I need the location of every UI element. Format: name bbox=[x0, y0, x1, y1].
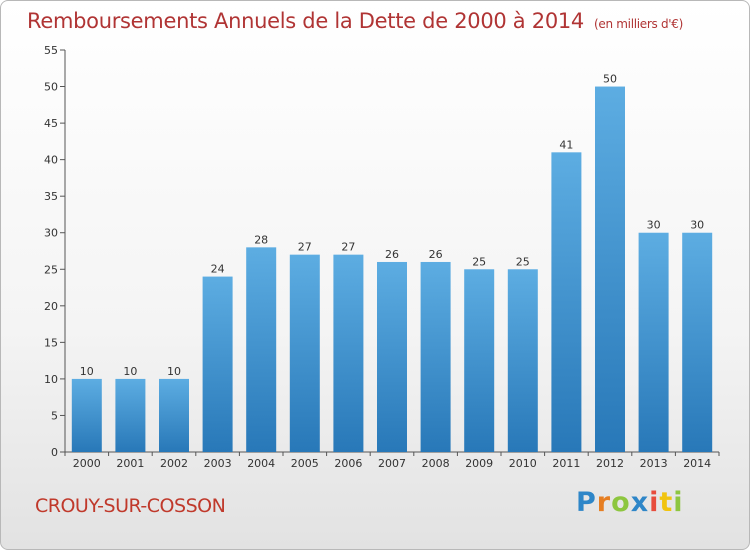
value-label: 24 bbox=[211, 263, 225, 276]
y-tick-label: 40 bbox=[44, 154, 58, 167]
chart-unit: (en milliers d'€) bbox=[594, 17, 684, 31]
y-tick-label: 5 bbox=[51, 409, 58, 422]
value-label: 25 bbox=[472, 255, 486, 268]
logo-letter: P bbox=[576, 487, 597, 518]
bar-2012 bbox=[595, 86, 625, 452]
x-tick-label: 2003 bbox=[204, 457, 232, 470]
x-tick-label: 2006 bbox=[334, 457, 362, 470]
x-tick-label: 2002 bbox=[160, 457, 188, 470]
x-tick-label: 2011 bbox=[552, 457, 580, 470]
y-tick-label: 50 bbox=[44, 81, 58, 94]
y-tick-label: 25 bbox=[44, 263, 58, 276]
bar-2004 bbox=[246, 247, 277, 452]
y-tick-label: 0 bbox=[51, 446, 58, 459]
bar-2007 bbox=[377, 261, 407, 452]
y-tick-label: 35 bbox=[44, 190, 58, 203]
chart-title-text: Remboursements Annuels de la Dette de 20… bbox=[27, 9, 584, 33]
x-tick-label: 2010 bbox=[509, 457, 537, 470]
value-label: 27 bbox=[341, 241, 355, 254]
y-tick-label: 30 bbox=[44, 227, 58, 240]
bar-2013 bbox=[638, 232, 669, 452]
value-label: 27 bbox=[298, 241, 312, 254]
value-label: 26 bbox=[429, 248, 443, 261]
value-label: 41 bbox=[559, 138, 573, 151]
bar-2003 bbox=[202, 276, 233, 452]
value-label: 10 bbox=[80, 365, 94, 378]
logo-letter: r bbox=[596, 487, 612, 518]
value-label: 10 bbox=[167, 365, 181, 378]
logo-letter: i bbox=[649, 487, 660, 518]
x-tick-label: 2005 bbox=[291, 457, 319, 470]
bars bbox=[71, 86, 713, 452]
bar-2002 bbox=[159, 378, 189, 452]
y-tick-label: 20 bbox=[44, 300, 58, 313]
x-tick-label: 2004 bbox=[247, 457, 275, 470]
x-tick-label: 2007 bbox=[378, 457, 406, 470]
bar-2014 bbox=[682, 232, 713, 452]
bar-2009 bbox=[464, 269, 495, 452]
bar-2005 bbox=[289, 254, 320, 452]
x-tick-label: 2014 bbox=[683, 457, 711, 470]
x-tick-label: 2013 bbox=[640, 457, 668, 470]
bar-2011 bbox=[551, 152, 582, 452]
value-label: 26 bbox=[385, 248, 399, 261]
value-label: 28 bbox=[254, 233, 268, 246]
value-labels: 10 10 10 24 28 27 27 26 26 25 25 41 50 30 30 bbox=[80, 73, 704, 378]
axes: 0 5 10 15 20 25 30 35 40 45 50 55 2000 2001 2002 2003 20… bbox=[44, 44, 720, 470]
value-label: 30 bbox=[690, 219, 704, 232]
proxiti-logo: Proxiti bbox=[576, 487, 684, 518]
x-tick-label: 2009 bbox=[465, 457, 493, 470]
bar-2001 bbox=[115, 378, 146, 452]
y-tick-label: 10 bbox=[44, 373, 58, 386]
value-label: 25 bbox=[516, 255, 530, 268]
bar-2008 bbox=[420, 261, 451, 452]
logo-letter: t bbox=[659, 487, 674, 518]
bar-2000 bbox=[71, 378, 102, 452]
bar-2010 bbox=[507, 269, 538, 452]
value-label: 10 bbox=[123, 365, 137, 378]
x-tick-label: 2001 bbox=[116, 457, 144, 470]
chart-title: Remboursements Annuels de la Dette de 20… bbox=[27, 9, 683, 33]
bar-2006 bbox=[333, 254, 364, 452]
logo-letter: o bbox=[611, 487, 631, 518]
logo-letter: x bbox=[630, 487, 650, 518]
commune-name: CROUY-SUR-COSSON bbox=[35, 495, 226, 517]
y-tick-label: 55 bbox=[44, 44, 58, 57]
y-tick-label: 45 bbox=[44, 117, 58, 130]
x-tick-label: 2000 bbox=[73, 457, 101, 470]
x-tick-label: 2012 bbox=[596, 457, 624, 470]
y-tick-label: 15 bbox=[44, 336, 58, 349]
logo-letter: i bbox=[673, 487, 684, 518]
x-tick-label: 2008 bbox=[422, 457, 450, 470]
value-label: 30 bbox=[647, 219, 661, 232]
value-label: 50 bbox=[603, 73, 617, 86]
